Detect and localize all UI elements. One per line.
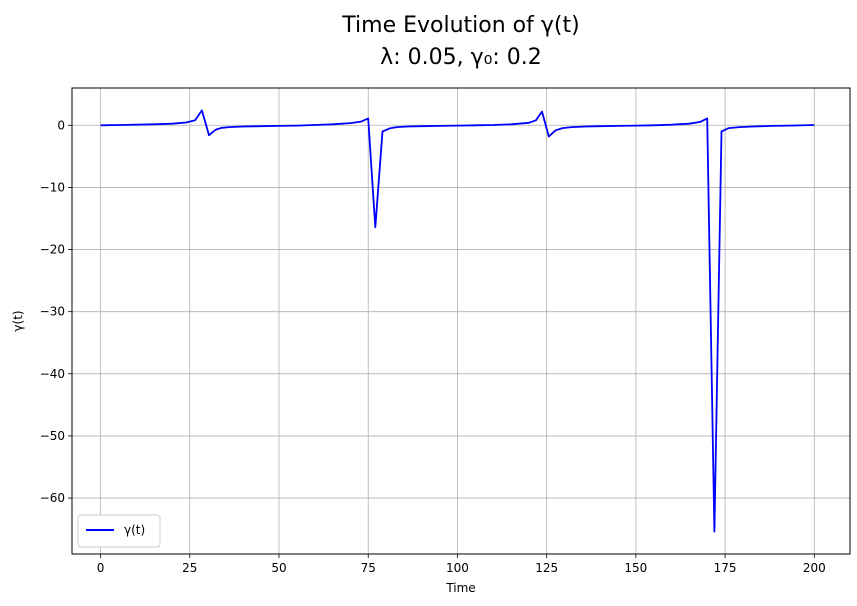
y-tick-label: 0 [57, 118, 65, 132]
x-tick-label: 150 [624, 561, 647, 575]
legend-label: γ(t) [124, 523, 145, 537]
series-layer [100, 109, 815, 533]
x-axis-label: Time [445, 581, 475, 595]
chart-title-line-2: λ: 0.05, γ₀: 0.2 [380, 45, 542, 70]
y-tick-label: −20 [40, 243, 65, 257]
x-tick-label: 200 [803, 561, 826, 575]
plot-area-border [71, 87, 851, 555]
y-tick-label: −30 [40, 305, 65, 319]
y-tick-label: −60 [40, 491, 65, 505]
x-tick-label: 75 [361, 561, 376, 575]
x-tick-label: 0 [97, 561, 105, 575]
grid [72, 88, 850, 554]
axis-ticks: 0 25 50 75 100 125 150 175 200 0 −10 −20 −30 −40 −50 −6… [40, 118, 826, 575]
chart-title-line-1: Time Evolution of γ(t) [341, 13, 579, 38]
y-tick-label: −40 [40, 367, 65, 381]
x-tick-label: 175 [714, 561, 737, 575]
y-tick-label: −50 [40, 429, 65, 443]
y-axis-label: γ(t) [11, 310, 25, 331]
x-tick-label: 100 [446, 561, 469, 575]
legend: γ(t) [77, 514, 161, 548]
x-tick-label: 25 [182, 561, 197, 575]
x-tick-label: 50 [271, 561, 286, 575]
legend-box [77, 514, 161, 548]
y-tick-label: −10 [40, 180, 65, 194]
series-line [100, 109, 815, 533]
x-tick-label: 125 [535, 561, 558, 575]
